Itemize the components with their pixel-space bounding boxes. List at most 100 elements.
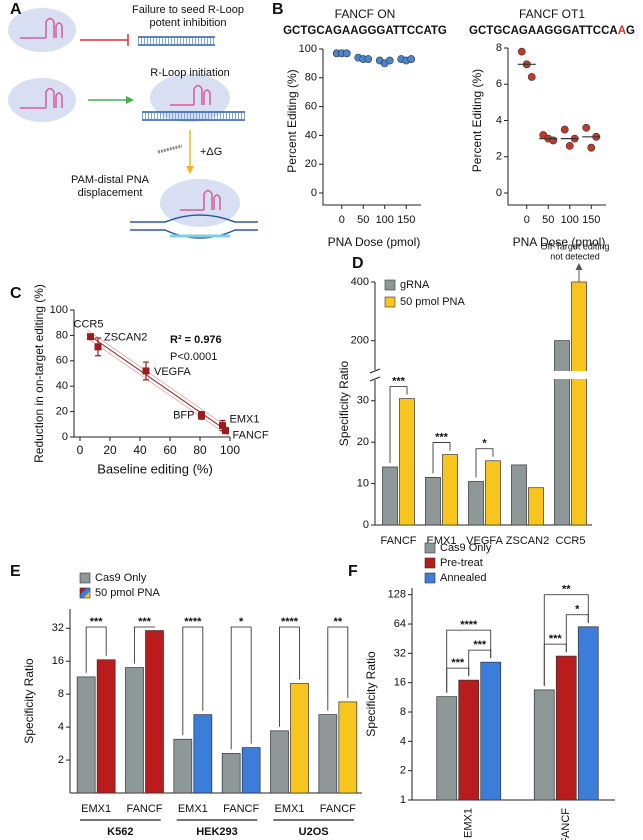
- fit-line: [87, 333, 229, 433]
- significance-label: ***: [90, 616, 104, 628]
- significance-bracket: [475, 448, 494, 478]
- y-tick-label: 2: [58, 754, 64, 766]
- legend-label: gRNA: [400, 279, 430, 291]
- point: [527, 73, 536, 81]
- significance-label: ***: [451, 657, 465, 669]
- legend-swatch: [384, 279, 396, 291]
- significance-label: *: [239, 616, 244, 628]
- x-tick-label: 0: [339, 214, 345, 226]
- bar: [436, 696, 458, 801]
- significance-label: ***: [392, 376, 406, 388]
- y-tick-label: 4: [58, 721, 64, 733]
- x-tick-label: 20: [103, 443, 117, 457]
- group-label: HEK293: [196, 826, 238, 838]
- bar: [241, 747, 261, 794]
- y-tick-label: 60: [56, 355, 68, 367]
- y-axis-label: Specificity Ratio: [337, 360, 351, 446]
- legend-label: Annealed: [440, 572, 487, 584]
- x-tick-label: FANCF: [380, 535, 416, 547]
- legend-label: 50 pmol PNA: [400, 296, 465, 308]
- axis-break: [369, 368, 381, 382]
- subtitle-part: G: [626, 25, 635, 37]
- y-tick-label: 200: [351, 335, 369, 347]
- significance-label: ****: [281, 616, 299, 628]
- dna-bubble: [130, 214, 258, 239]
- point: [560, 125, 569, 134]
- bar: [145, 630, 164, 794]
- y-tick-label: 20: [56, 406, 68, 418]
- point: [549, 136, 558, 145]
- significance-bracket: [327, 626, 349, 711]
- annotation: Off-Target editing: [541, 241, 610, 251]
- y-axis-label: Percent Editing (%): [285, 69, 299, 172]
- panel-label: F: [348, 563, 358, 580]
- point-label: CCR5: [74, 319, 104, 331]
- legend-swatch: [424, 557, 436, 569]
- group-label: K562: [107, 826, 133, 838]
- x-tick-label: FANCF: [320, 803, 356, 815]
- point: [364, 55, 373, 63]
- point-label: FANCF: [233, 430, 269, 442]
- bar: [577, 626, 599, 801]
- panel-label: C: [10, 285, 22, 302]
- significance-label: **: [334, 616, 343, 628]
- x-tick-label: FANCF: [126, 803, 162, 815]
- point: [198, 411, 205, 419]
- subtitle-part: A: [618, 25, 626, 37]
- point-label: ZSCAN2: [104, 332, 147, 344]
- y-axis-label: Percent Editing (%): [470, 69, 484, 172]
- point: [87, 333, 94, 341]
- chart-title: FANCF ON: [335, 7, 396, 21]
- bar: [458, 679, 480, 801]
- y-tick-label: 60: [305, 101, 317, 113]
- y-tick-label: 30: [357, 395, 369, 407]
- x-tick-label: 50: [357, 214, 369, 226]
- bar: [399, 398, 415, 526]
- panel-label: B: [272, 1, 284, 18]
- y-tick-label: 8: [58, 688, 64, 700]
- protein-blob: [8, 78, 76, 122]
- x-tick-label: 0: [524, 214, 530, 226]
- annotation: not detected: [550, 251, 600, 261]
- guide-rna: [20, 17, 63, 39]
- y-tick-label: 20: [357, 436, 369, 448]
- x-tick-label: 0: [77, 443, 84, 457]
- point: [517, 47, 526, 56]
- x-tick-label: 150: [397, 214, 415, 226]
- x-tick-label: CCR5: [556, 535, 586, 547]
- legend-label: Cas9 Only: [95, 572, 147, 584]
- y-tick-label: 6: [496, 78, 502, 90]
- fit-band: [87, 337, 229, 437]
- bar: [571, 281, 587, 526]
- panel-label: A: [10, 1, 22, 18]
- x-tick-label: EMX1: [81, 803, 111, 815]
- point-label: VEGFA: [154, 366, 191, 378]
- legend-label: 50 pmol PNA: [95, 587, 160, 599]
- legend-swatch: [79, 587, 91, 599]
- point: [342, 49, 351, 58]
- x-tick-label: 40: [133, 443, 147, 457]
- bar: [270, 730, 289, 794]
- bar: [468, 481, 484, 526]
- point: [582, 123, 591, 132]
- y-tick-label: 80: [56, 329, 68, 341]
- legend-swatch: [424, 542, 436, 554]
- diagram-text: PAM-distal PNA: [71, 174, 150, 186]
- axis: [507, 48, 606, 206]
- bar: [318, 714, 338, 794]
- legend-swatch: [424, 572, 436, 584]
- subtitle-part: GCTGCAGAAGGGATTCCA: [469, 25, 618, 37]
- arrow-head: [186, 166, 194, 174]
- point: [94, 343, 102, 351]
- diagram-text: potent inhibition: [149, 17, 226, 29]
- y-tick-label: 40: [56, 380, 68, 392]
- y-axis-label: Specificity Ratio: [364, 651, 378, 737]
- point: [142, 367, 150, 375]
- x-tick-label: 150: [582, 214, 600, 226]
- y-tick-label: 0: [311, 187, 317, 199]
- x-tick-label: EMX1: [178, 803, 208, 815]
- y-tick-label: 80: [305, 72, 317, 84]
- x-tick-label: VEGFA: [466, 535, 503, 547]
- guide-rna: [180, 189, 221, 211]
- significance-bracket: [432, 442, 451, 474]
